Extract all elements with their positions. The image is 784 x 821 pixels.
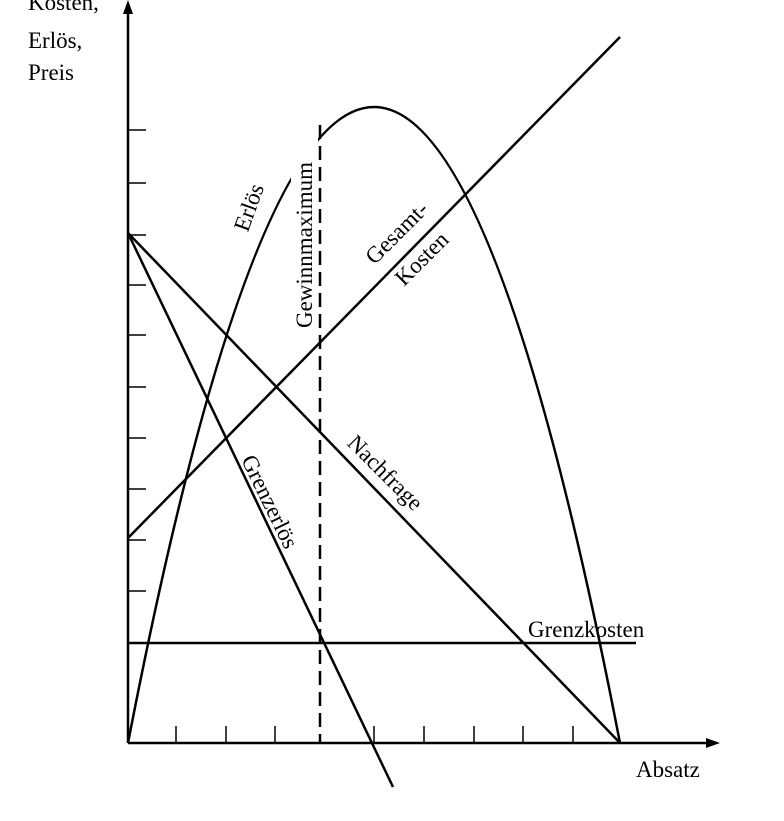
y-arrow xyxy=(123,0,133,14)
x-axis-label: Absatz xyxy=(636,757,700,782)
curve-label: Erlös xyxy=(229,180,269,234)
curve-label: Gewinnmaximum xyxy=(292,162,317,328)
total-cost-line xyxy=(127,36,621,539)
x-arrow xyxy=(706,738,720,748)
curve-label: Grenzerlös xyxy=(236,451,303,553)
curve-gap xyxy=(291,105,318,200)
y-ticks xyxy=(128,129,146,592)
curve-label: Grenzkosten xyxy=(528,617,645,642)
demand-line xyxy=(127,232,621,744)
y-axis-label: Preis xyxy=(28,60,74,85)
marginal-revenue-line xyxy=(126,232,395,788)
x-ticks xyxy=(175,726,574,743)
y-axis-label: Erlös, xyxy=(28,28,82,53)
curve-label: Nachfrage xyxy=(343,430,428,515)
revenue-curve xyxy=(126,105,622,744)
y-axis-label: Kosten, xyxy=(28,0,99,15)
